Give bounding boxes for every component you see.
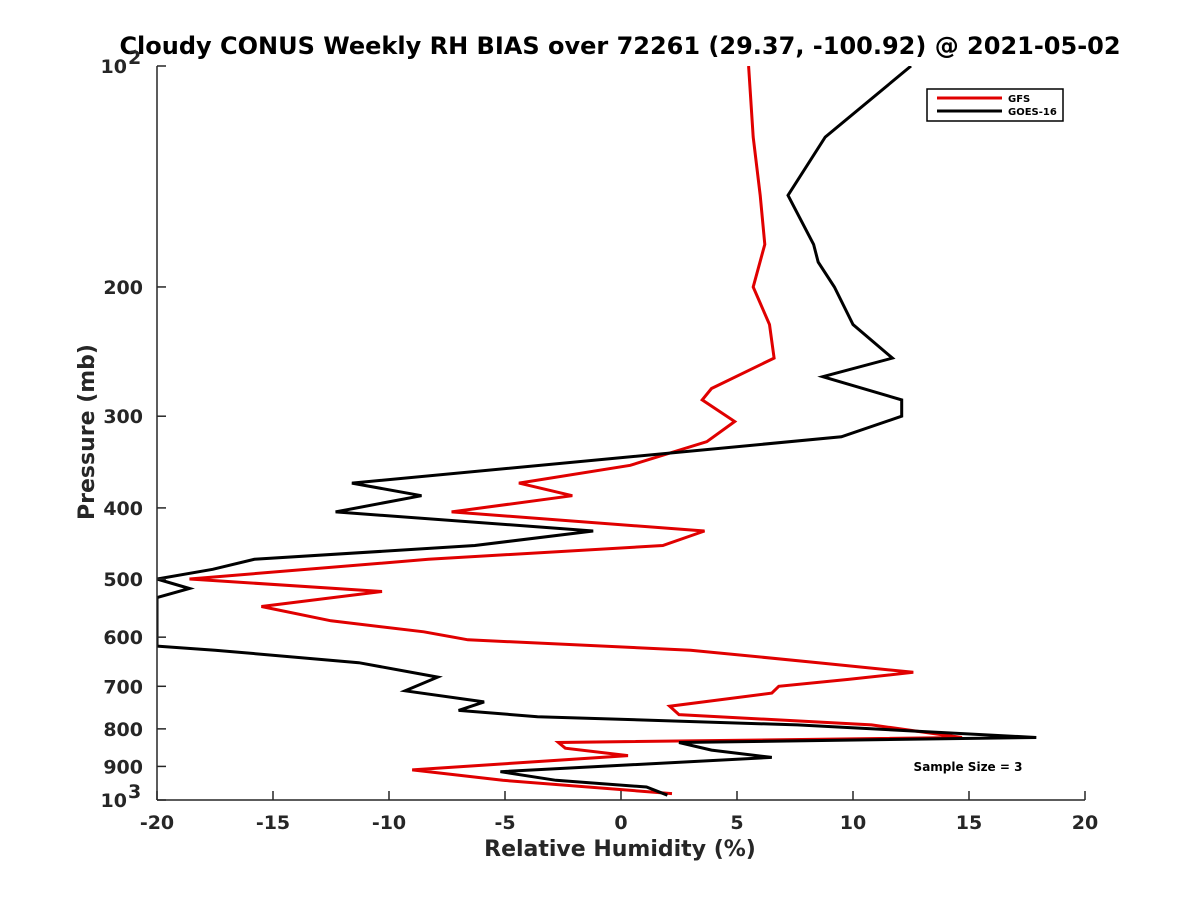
- legend-label: GOES-16: [1008, 107, 1057, 118]
- x-axis-label: Relative Humidity (%): [484, 837, 756, 862]
- x-tick-label: 20: [1072, 812, 1098, 834]
- y-tick-label: 300: [103, 406, 143, 428]
- y-tick-label-bottom: 10: [101, 790, 127, 812]
- y-tick-label: 400: [103, 498, 143, 520]
- y-tick-label: 500: [103, 569, 143, 591]
- y-tick-label: 600: [103, 627, 143, 649]
- series-layer: [157, 66, 1037, 797]
- x-tick-label: -20: [140, 812, 174, 834]
- y-tick-label-top-exponent: 2: [128, 47, 141, 69]
- legend: GFS GOES-16: [926, 88, 1064, 122]
- y-axis-label: Pressure (mb): [75, 344, 100, 520]
- y-tick-label: 200: [103, 277, 143, 299]
- legend-label: GFS: [1008, 94, 1030, 105]
- x-tick-label: 5: [730, 812, 743, 834]
- legend-box: [926, 88, 1064, 122]
- y-tick-label: 700: [103, 676, 143, 698]
- chart-title: Cloudy CONUS Weekly RH BIAS over 72261 (…: [119, 32, 1120, 60]
- x-tick-label: -15: [256, 812, 290, 834]
- y-tick-label: 800: [103, 719, 143, 741]
- x-tick-label: 10: [840, 812, 866, 834]
- series-line-goes-16: [157, 66, 1037, 797]
- x-tick-label: 15: [956, 812, 982, 834]
- y-tick-label-bottom-exponent: 3: [128, 781, 141, 803]
- axes-layer: -20 -15 -10 -5 0 5 10 15 20 200 300 400 500 600 700 800…: [101, 47, 1099, 834]
- x-tick-label: -5: [494, 812, 515, 834]
- x-tick-label: -10: [372, 812, 406, 834]
- y-tick-label-top: 10: [101, 56, 127, 78]
- y-tick-label: 900: [103, 756, 143, 778]
- sample-size-annotation: Sample Size = 3: [914, 760, 1023, 774]
- x-tick-label: 0: [614, 812, 627, 834]
